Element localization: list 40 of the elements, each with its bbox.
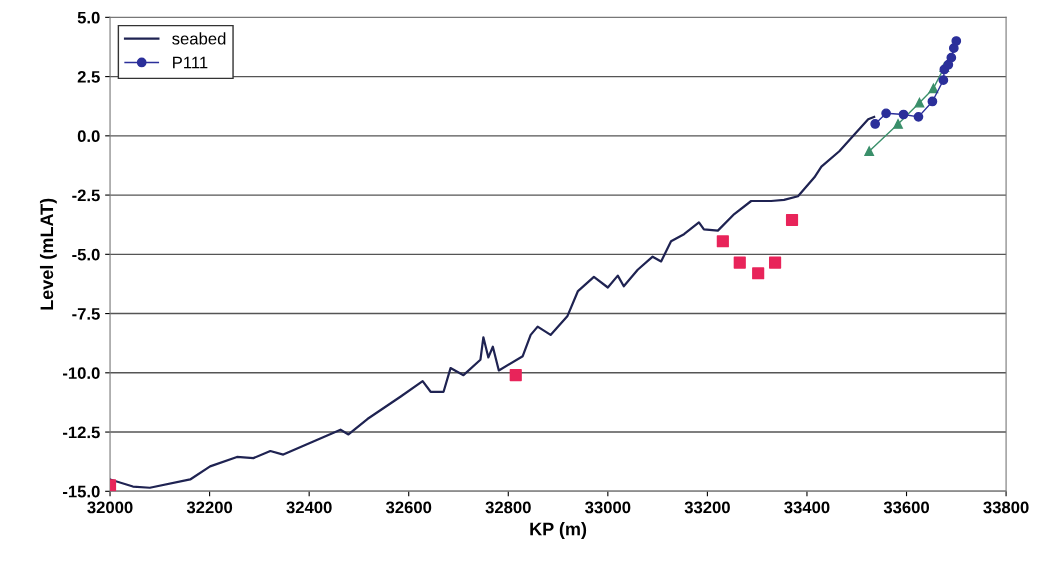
x-tick-label: 32600 xyxy=(385,501,432,514)
y-tick-label: -2.5 xyxy=(72,189,100,202)
x-axis-title: KP (m) xyxy=(530,522,587,539)
y-tick-label: -7.5 xyxy=(72,308,100,320)
point xyxy=(914,97,925,108)
point xyxy=(785,213,799,227)
x-tick-label: 33600 xyxy=(883,501,930,514)
y-axis-title: Level (mLAT) xyxy=(39,198,57,310)
point xyxy=(716,235,729,248)
x-tick-label: 33200 xyxy=(684,501,730,514)
point xyxy=(928,83,939,94)
point xyxy=(881,108,891,119)
point xyxy=(769,256,782,269)
point xyxy=(893,119,903,129)
x-tick-label: 33400 xyxy=(784,501,830,514)
y-tick-label: -10.0 xyxy=(62,367,100,380)
y-tick-label: 5.0 xyxy=(77,11,100,24)
y-tick-label: -15.0 xyxy=(62,485,100,498)
y-tick-label: 2.5 xyxy=(77,70,100,83)
y-tick-label: -5.0 xyxy=(72,248,100,261)
x-tick-label: 33800 xyxy=(983,501,1029,514)
x-tick-label: 32200 xyxy=(186,501,233,514)
point xyxy=(927,96,938,107)
point xyxy=(870,119,881,129)
legend-label: seabed xyxy=(172,32,226,45)
y-tick-label: -12.5 xyxy=(62,426,100,439)
point xyxy=(913,112,924,122)
point xyxy=(946,52,957,63)
x-tick-label: 32800 xyxy=(485,501,531,514)
x-tick-label: 32400 xyxy=(286,501,332,514)
legend-label: P111 xyxy=(173,56,208,69)
point xyxy=(898,109,909,120)
x-tick-label: 32000 xyxy=(87,501,133,514)
y-tick-label: 0.0 xyxy=(77,130,100,143)
point xyxy=(951,36,962,46)
point xyxy=(938,75,949,86)
point xyxy=(733,256,746,269)
point xyxy=(864,146,875,157)
point xyxy=(752,267,765,280)
x-tick-label: 33000 xyxy=(585,501,631,514)
